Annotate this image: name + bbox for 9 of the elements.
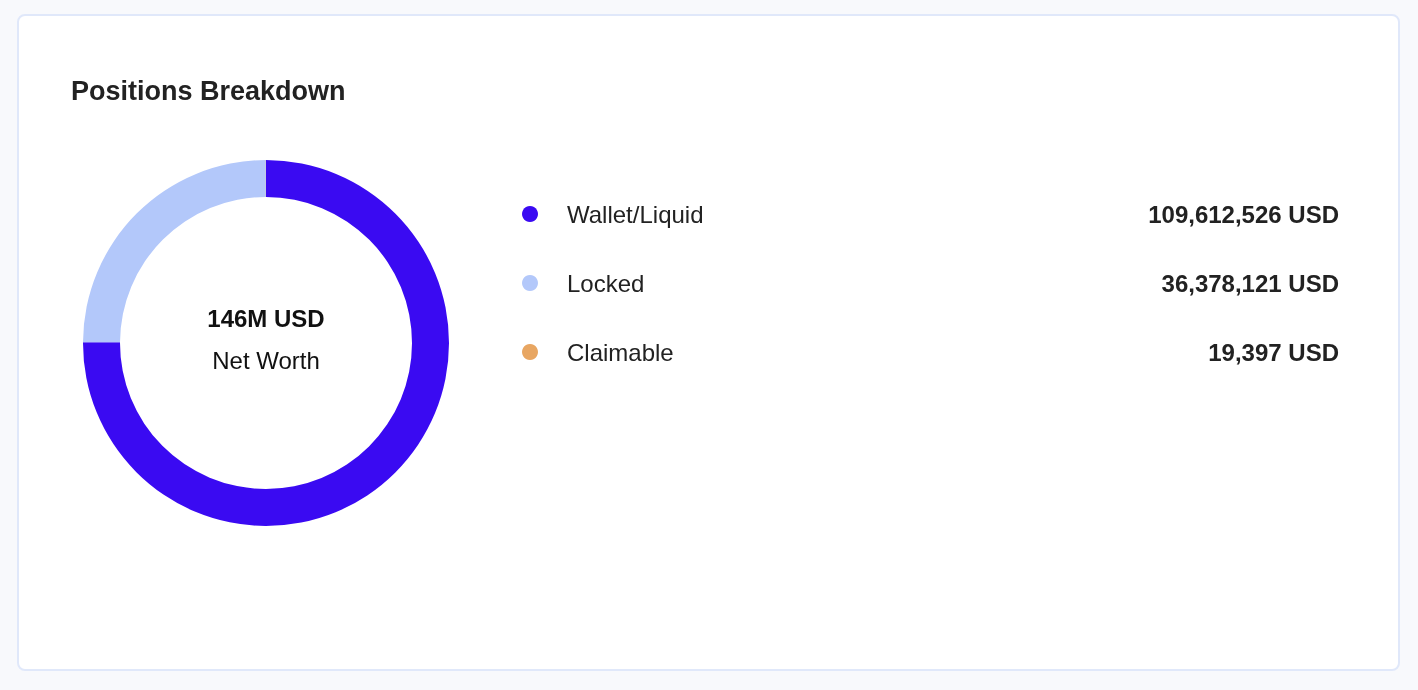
legend-label: Wallet/Liquid (567, 200, 704, 228)
text: Net Worth (212, 346, 320, 374)
chart-title: Positions Breakdown (71, 75, 346, 106)
text: 146M USD (207, 304, 325, 332)
data-label: 109,612,526 USD (1148, 200, 1339, 228)
data-label: 19,397 USD (1208, 338, 1339, 366)
legend-label: Locked (567, 269, 645, 297)
data-label: 36,378,121 USD (1161, 269, 1339, 297)
legend-label: Claimable (567, 338, 674, 366)
